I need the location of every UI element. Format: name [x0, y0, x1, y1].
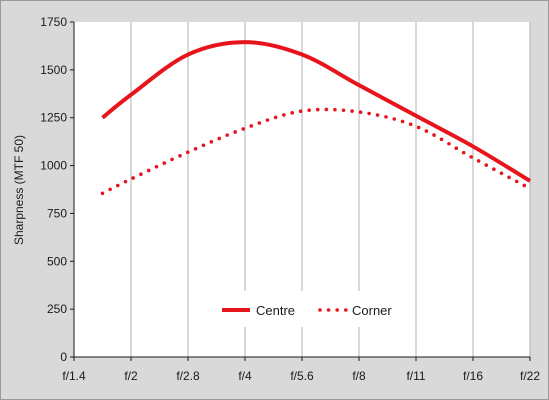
series-line-corner [100, 107, 532, 196]
legend-label-centre: Centre [256, 303, 295, 318]
y-tick-label: 1500 [40, 63, 67, 77]
x-tick-label: f/2 [124, 369, 138, 383]
x-tick-label: f/4 [238, 369, 252, 383]
x-tick-label: f/5.6 [290, 369, 314, 383]
y-tick-label: 750 [47, 206, 67, 220]
x-tick-label: f/16 [463, 369, 483, 383]
series-line-centre [101, 40, 532, 183]
legend-label-corner: Corner [352, 303, 392, 318]
x-tick-label: f/11 [406, 369, 425, 383]
y-tick-label: 1750 [40, 15, 67, 29]
x-tick-label: f/2.8 [176, 369, 200, 383]
y-tick-label: 0 [60, 350, 67, 364]
y-tick-label: 250 [47, 302, 67, 316]
y-tick-label: 500 [47, 254, 67, 268]
x-tick-label: f/22 [520, 369, 540, 383]
y-tick-label: 1250 [40, 111, 67, 125]
legend: Centre Corner [208, 291, 400, 327]
y-tick-label: 1000 [40, 159, 67, 173]
x-tick-label: f/8 [352, 369, 366, 383]
x-tick-label: f/1.4 [62, 369, 86, 383]
y-axis-label: Sharpness (MTF 50) [12, 135, 26, 245]
